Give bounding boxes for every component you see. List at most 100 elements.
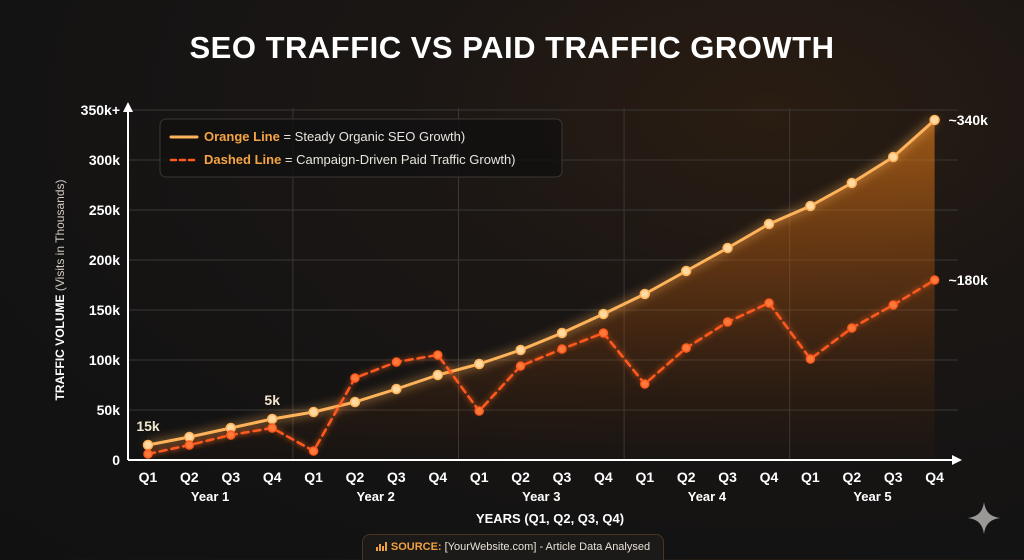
annotation-label: ~180k — [949, 272, 989, 288]
year-label: Year 2 — [357, 489, 395, 504]
x-tick-label: Q2 — [346, 469, 365, 485]
paid-point — [350, 373, 360, 383]
paid-series-line — [146, 278, 936, 456]
y-tick-label: 250k — [89, 202, 120, 218]
organic-point — [184, 431, 195, 443]
organic-point — [308, 406, 319, 418]
series — [142, 114, 940, 459]
paid-point — [929, 275, 940, 285]
paid-point — [557, 344, 567, 354]
paid-point — [226, 430, 236, 440]
y-axis-arrow — [123, 102, 133, 112]
y-tick-label: 50k — [97, 402, 121, 418]
paid-point — [143, 449, 153, 459]
x-tick-label: Q2 — [180, 469, 199, 485]
year-label: Year 1 — [191, 489, 229, 504]
organic-point — [515, 344, 526, 356]
organic-point — [763, 218, 775, 230]
svg-text:Dashed Line = Campaign-Driven: Dashed Line = Campaign-Driven Paid Traff… — [204, 152, 516, 167]
organic-point — [391, 383, 402, 395]
paid-point — [267, 423, 277, 433]
organic-point — [887, 151, 899, 163]
x-tick-label: Q1 — [304, 469, 323, 485]
tick-labels: 0 50k 100k 150k 200k 250k 300k 350k+ Q1 Q2 Q3 Q4 Q1 Q… — [81, 102, 944, 504]
organic-point — [846, 177, 858, 189]
paid-point — [184, 440, 195, 450]
organic-point — [556, 327, 568, 339]
x-tick-label: Q2 — [511, 469, 530, 485]
legend: Orange Line = Steady Organic SEO Growth)… — [159, 118, 563, 178]
paid-point — [847, 323, 857, 333]
x-tick-label: Q4 — [263, 469, 282, 485]
legend-paid-text: = Campaign-Driven Paid Traffic Growth) — [281, 152, 515, 167]
axes — [123, 102, 962, 465]
organic-point — [639, 288, 651, 300]
x-tick-label: Q4 — [925, 469, 944, 485]
y-tick-label: 350k+ — [81, 102, 120, 118]
chart-title: SEO TRAFFIC VS PAID TRAFFIC GROWTH — [189, 30, 835, 65]
source-text: [YourWebsite.com] - Article Data Analyse… — [444, 541, 651, 553]
paid-point — [515, 361, 526, 371]
y-tick-label: 0 — [112, 452, 120, 468]
x-tick-label: Q4 — [760, 469, 779, 485]
paid-point — [474, 406, 484, 416]
organic-series-line — [146, 118, 937, 447]
organic-point — [432, 369, 444, 381]
organic-point — [680, 265, 692, 277]
organic-area-fill — [148, 120, 935, 460]
y-tick-label: 100k — [89, 352, 120, 368]
year-label: Year 3 — [522, 489, 560, 504]
organic-point — [805, 200, 816, 212]
x-tick-label: Q3 — [221, 469, 240, 485]
x-tick-label: Q4 — [594, 469, 613, 485]
year-label: Year 5 — [853, 489, 891, 504]
organic-point — [929, 114, 940, 126]
organic-point — [349, 396, 361, 408]
paid-point — [640, 379, 650, 389]
annotation-label: ~340k — [949, 112, 989, 128]
x-tick-label: Q4 — [428, 469, 447, 485]
bar-chart-icon — [375, 542, 387, 551]
paid-point — [391, 357, 402, 367]
x-tick-label: Q3 — [718, 469, 737, 485]
legend-organic-text: = Steady Organic SEO Growth) — [280, 129, 465, 144]
annotations: 15k 5k ~340k ~180k — [136, 112, 988, 434]
paid-point — [805, 354, 816, 364]
x-tick-label: Q3 — [387, 469, 406, 485]
legend-organic-key: Orange Line — [204, 129, 280, 144]
paid-point — [681, 343, 691, 353]
x-tick-label: Q1 — [470, 469, 489, 485]
x-tick-label: Q1 — [635, 469, 654, 485]
y-tick-label: 300k — [89, 152, 120, 168]
paid-point — [764, 298, 774, 308]
x-tick-label: Q3 — [884, 469, 903, 485]
svg-text:Orange Line = Steady Organic S: Orange Line = Steady Organic SEO Growth) — [204, 129, 465, 144]
x-axis-title: YEARS (Q1, Q2, Q3, Q4) — [476, 511, 624, 526]
organic-point — [473, 358, 485, 370]
annotation-label: 5k — [264, 392, 280, 408]
annotation-label: 15k — [136, 418, 160, 434]
x-tick-label: Q1 — [139, 469, 158, 485]
x-tick-label: Q2 — [677, 469, 696, 485]
organic-point — [142, 439, 154, 451]
year-label: Year 4 — [688, 489, 727, 504]
y-axis-title: TRAFFIC VOLUME (Visits in Thousands) — [53, 180, 67, 401]
organic-point — [722, 242, 733, 254]
legend-paid-key: Dashed Line — [204, 152, 281, 167]
x-tick-label: Q3 — [553, 469, 572, 485]
paid-point — [308, 446, 319, 456]
x-tick-label: Q2 — [842, 469, 861, 485]
paid-point — [888, 300, 898, 310]
organic-point — [266, 413, 278, 425]
sparkle-icon — [968, 502, 1000, 534]
source-footer: SOURCE: [YourWebsite.com] - Article Data… — [362, 534, 664, 560]
x-axis-arrow — [952, 455, 962, 465]
paid-point — [433, 350, 443, 360]
y-tick-label: 150k — [89, 302, 120, 318]
y-tick-label: 200k — [89, 252, 120, 268]
x-tick-label: Q1 — [801, 469, 820, 485]
organic-area — [148, 120, 935, 460]
paid-point — [598, 328, 609, 338]
organic-point — [598, 308, 609, 320]
